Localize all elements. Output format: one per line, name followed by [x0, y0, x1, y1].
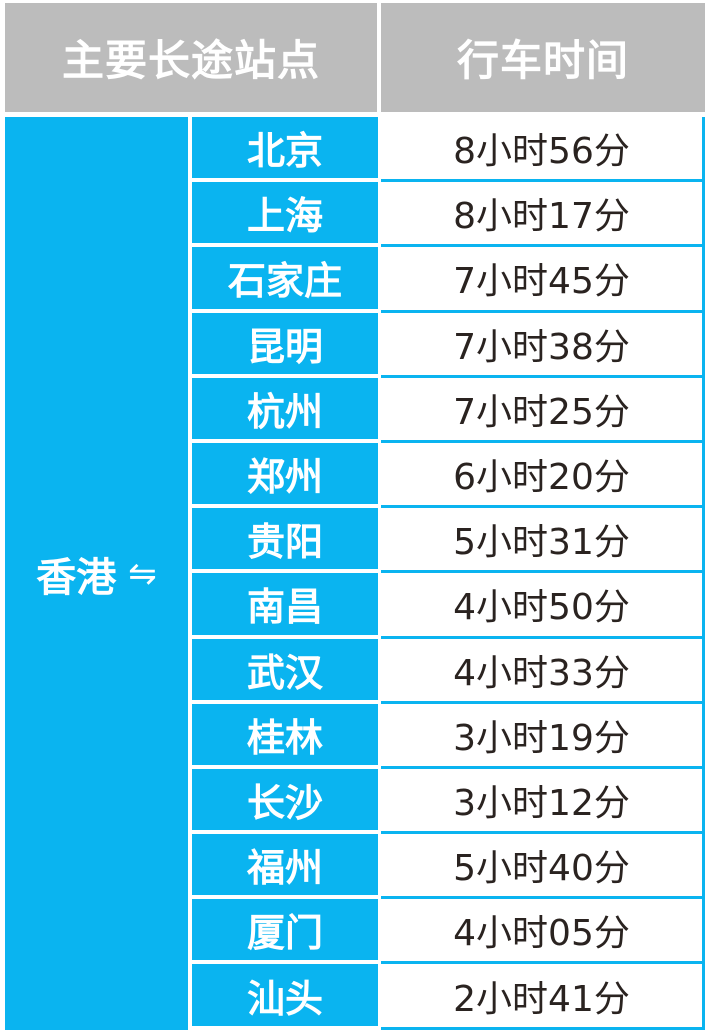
- station-name: 郑州: [192, 442, 378, 509]
- table-row: 昆明 7小时38分: [192, 312, 705, 378]
- station-name: 贵阳: [192, 508, 378, 574]
- station-name: 上海: [192, 182, 378, 248]
- travel-time: 7小时45分: [381, 247, 705, 313]
- table-row: 南昌 4小时50分: [192, 573, 705, 639]
- travel-time: 4小时05分: [381, 899, 705, 965]
- table-row: 郑州 6小时20分: [192, 442, 705, 509]
- station-name: 昆明: [192, 312, 378, 378]
- table-row: 上海 8小时17分: [192, 182, 705, 248]
- travel-time: 5小时40分: [381, 834, 705, 900]
- travel-time: 7小时38分: [381, 312, 705, 378]
- travel-time: 4小时50分: [381, 573, 705, 639]
- station-name: 北京: [192, 117, 378, 183]
- travel-time: 8小时17分: [381, 182, 705, 248]
- table-row: 贵阳 5小时31分: [192, 508, 705, 574]
- station-name: 汕头: [192, 964, 378, 1030]
- travel-time: 8小时56分: [381, 117, 705, 183]
- station-name: 长沙: [192, 768, 378, 835]
- origin-cell: 香港 ⇋: [5, 117, 188, 1030]
- table-row: 武汉 4小时33分: [192, 638, 705, 704]
- travel-time: 2小时41分: [381, 964, 705, 1030]
- station-name: 杭州: [192, 377, 378, 443]
- station-name: 厦门: [192, 899, 378, 965]
- origin-label: 香港: [36, 554, 117, 601]
- table-row: 北京 8小时56分: [192, 117, 705, 183]
- travel-time: 6小时20分: [381, 442, 705, 509]
- table-row: 杭州 7小时25分: [192, 377, 705, 443]
- station-name: 南昌: [192, 573, 378, 639]
- header-stations: 主要长途站点: [5, 3, 377, 112]
- travel-time: 3小时12分: [381, 768, 705, 835]
- travel-time: 5小时31分: [381, 508, 705, 574]
- table-row: 桂林 3小时19分: [192, 703, 705, 769]
- travel-time: 4小时33分: [381, 638, 705, 704]
- route-table: 北京 8小时56分 上海 8小时17分 石家庄 7小时45分 昆明 7小时38分 杭州 7小时25…: [192, 117, 705, 1030]
- travel-time: 7小时25分: [381, 377, 705, 443]
- station-name: 福州: [192, 834, 378, 900]
- table-row: 福州 5小时40分: [192, 834, 705, 900]
- header-travel-time: 行车时间: [381, 3, 705, 112]
- table-row: 汕头 2小时41分: [192, 964, 705, 1030]
- travel-time: 3小时19分: [381, 703, 705, 769]
- station-name: 武汉: [192, 638, 378, 704]
- bidirectional-arrows-icon: ⇋: [128, 553, 157, 594]
- station-name: 桂林: [192, 703, 378, 769]
- station-name: 石家庄: [192, 247, 378, 313]
- table-row: 石家庄 7小时45分: [192, 247, 705, 313]
- table-row: 厦门 4小时05分: [192, 899, 705, 965]
- table-row: 长沙 3小时12分: [192, 768, 705, 835]
